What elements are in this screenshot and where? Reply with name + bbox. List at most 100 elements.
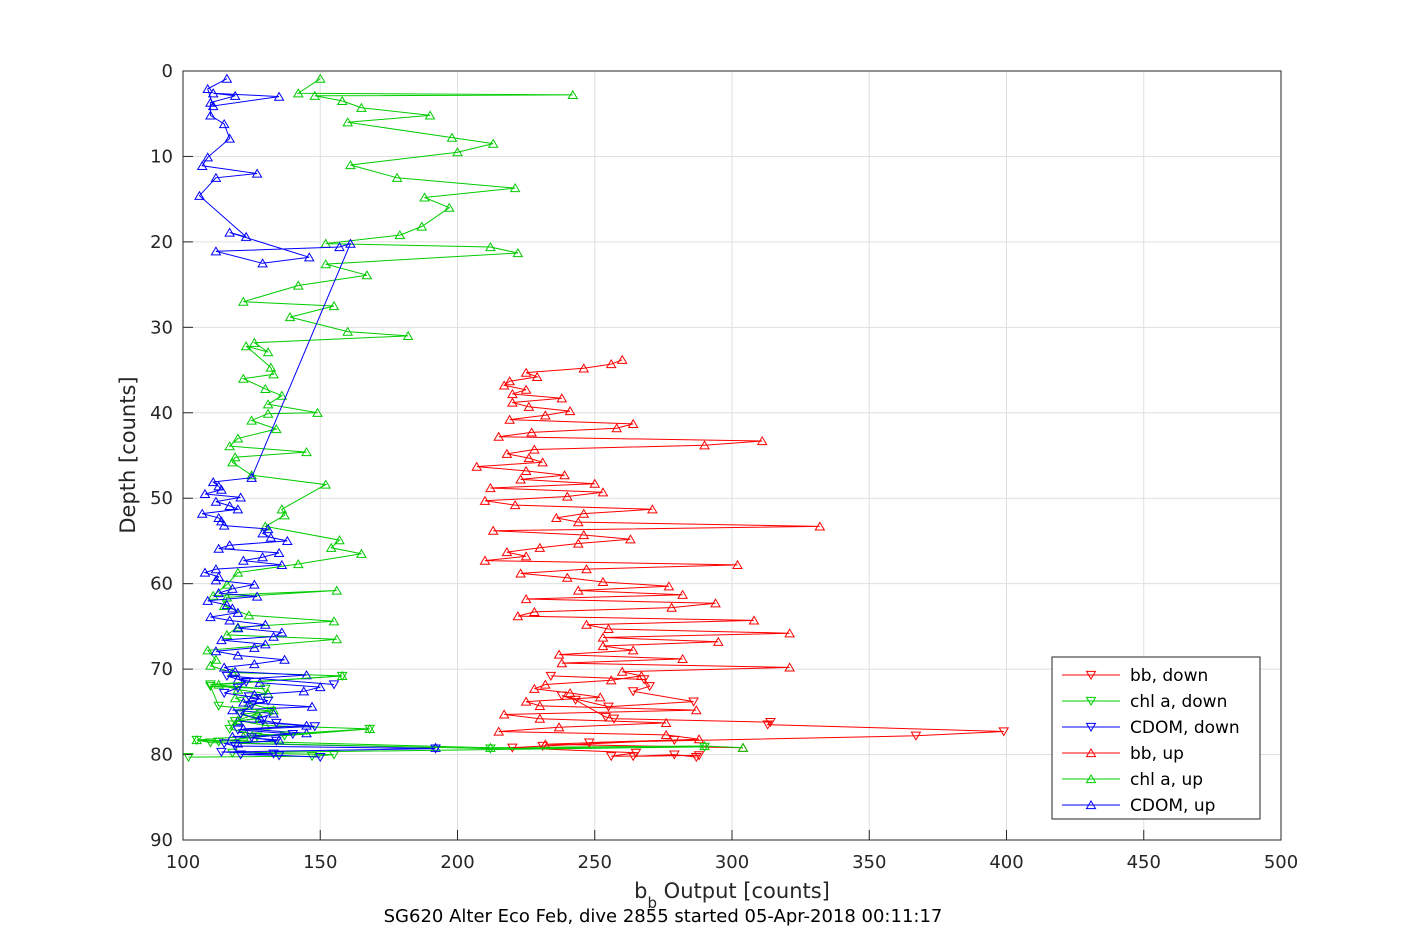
data-point-marker	[229, 693, 241, 703]
data-point-marker	[693, 751, 705, 761]
data-point-marker	[328, 750, 340, 760]
data-point-marker	[616, 354, 628, 364]
data-point-marker	[246, 733, 257, 743]
data-point-marker	[273, 91, 285, 101]
data-point-marker	[298, 686, 310, 696]
data-point-marker	[248, 642, 260, 652]
series-line	[198, 78, 436, 749]
data-point-marker	[512, 611, 524, 621]
data-point-marker	[342, 326, 354, 336]
series-cdom-down	[216, 671, 441, 763]
data-point-marker	[509, 500, 521, 510]
data-point-marker	[232, 683, 244, 693]
data-point-marker	[402, 330, 414, 340]
data-point-marker	[262, 696, 274, 706]
data-point-marker	[218, 688, 230, 699]
data-point-marker	[240, 341, 252, 351]
data-point-marker	[257, 716, 268, 726]
data-point-marker	[221, 599, 233, 610]
data-point-marker	[748, 615, 760, 625]
data-point-marker	[221, 629, 233, 640]
data-point-marker	[229, 90, 241, 100]
data-point-marker	[567, 89, 579, 100]
data-point-marker	[578, 363, 590, 373]
data-point-marker	[419, 192, 430, 202]
y-tick-label: 30	[150, 317, 173, 338]
data-point-marker	[356, 102, 367, 112]
data-point-marker	[556, 691, 568, 701]
data-point-marker	[320, 259, 332, 269]
data-point-marker	[699, 740, 710, 751]
legend-item: chl a, down	[1062, 692, 1227, 712]
legend-swatch-marker	[1085, 747, 1097, 758]
data-point-marker	[309, 90, 321, 100]
x-tick-label: 150	[303, 852, 337, 873]
data-point-marker	[597, 641, 609, 651]
y-tick-label: 60	[150, 574, 173, 595]
data-point-marker	[276, 627, 288, 637]
data-point-marker	[191, 735, 203, 746]
data-point-marker	[487, 138, 499, 148]
data-point-marker	[281, 535, 293, 546]
data-point-marker	[556, 393, 568, 403]
data-point-marker	[756, 435, 768, 446]
data-point-marker	[218, 662, 230, 672]
data-point-marker	[284, 312, 296, 322]
data-point-marker	[314, 682, 326, 692]
data-point-marker	[589, 478, 601, 488]
data-point-marker	[603, 702, 614, 712]
data-point-marker	[523, 453, 535, 463]
data-point-marker	[430, 744, 441, 754]
data-point-marker	[235, 750, 247, 760]
data-point-marker	[248, 658, 260, 669]
data-point-marker	[328, 300, 340, 311]
data-point-marker	[515, 568, 527, 578]
data-point-marker	[534, 542, 546, 552]
legend-label: CDOM, up	[1130, 796, 1215, 816]
data-point-marker	[270, 718, 282, 728]
data-point-marker	[257, 552, 268, 562]
data-point-marker	[194, 190, 205, 200]
data-point-marker	[564, 406, 576, 416]
data-point-marker	[520, 594, 532, 604]
series-line	[221, 675, 436, 758]
data-point-marker	[394, 230, 406, 240]
data-point-marker	[270, 736, 282, 746]
data-point-marker	[572, 538, 584, 548]
data-point-marker	[273, 547, 285, 558]
y-tick-label: 40	[150, 403, 173, 424]
data-point-marker	[196, 508, 208, 518]
data-point-marker	[528, 606, 540, 616]
data-point-marker	[254, 677, 266, 687]
data-point-marker	[712, 636, 724, 646]
data-point-marker	[534, 713, 546, 723]
legend-box	[1051, 656, 1261, 820]
data-point-marker	[262, 408, 274, 418]
data-point-marker	[251, 168, 263, 178]
data-point-marker	[279, 731, 290, 741]
data-point-marker	[199, 567, 211, 577]
data-point-marker	[520, 465, 532, 475]
data-point-marker	[248, 579, 260, 589]
data-point-marker	[594, 692, 606, 702]
data-point-marker	[501, 448, 513, 458]
data-point-marker	[638, 675, 650, 685]
legend-item: bb, down	[1062, 666, 1208, 686]
data-point-marker	[279, 654, 290, 664]
data-point-marker	[199, 488, 211, 499]
data-point-marker	[523, 401, 535, 411]
legend-swatch-marker	[1085, 799, 1097, 810]
x-axis-label-suffix: Output [counts]	[657, 879, 830, 903]
data-point-marker	[605, 359, 617, 369]
data-point-marker	[515, 474, 527, 484]
data-point-marker	[265, 532, 277, 542]
data-point-marker	[259, 639, 271, 649]
y-tick-label: 10	[150, 146, 173, 167]
data-point-marker	[265, 706, 277, 717]
data-point-marker	[677, 653, 688, 663]
data-point-marker	[732, 559, 743, 569]
data-point-marker	[336, 95, 348, 106]
data-point-marker	[553, 722, 565, 732]
data-point-marker	[301, 447, 312, 457]
data-point-marker	[268, 369, 279, 379]
